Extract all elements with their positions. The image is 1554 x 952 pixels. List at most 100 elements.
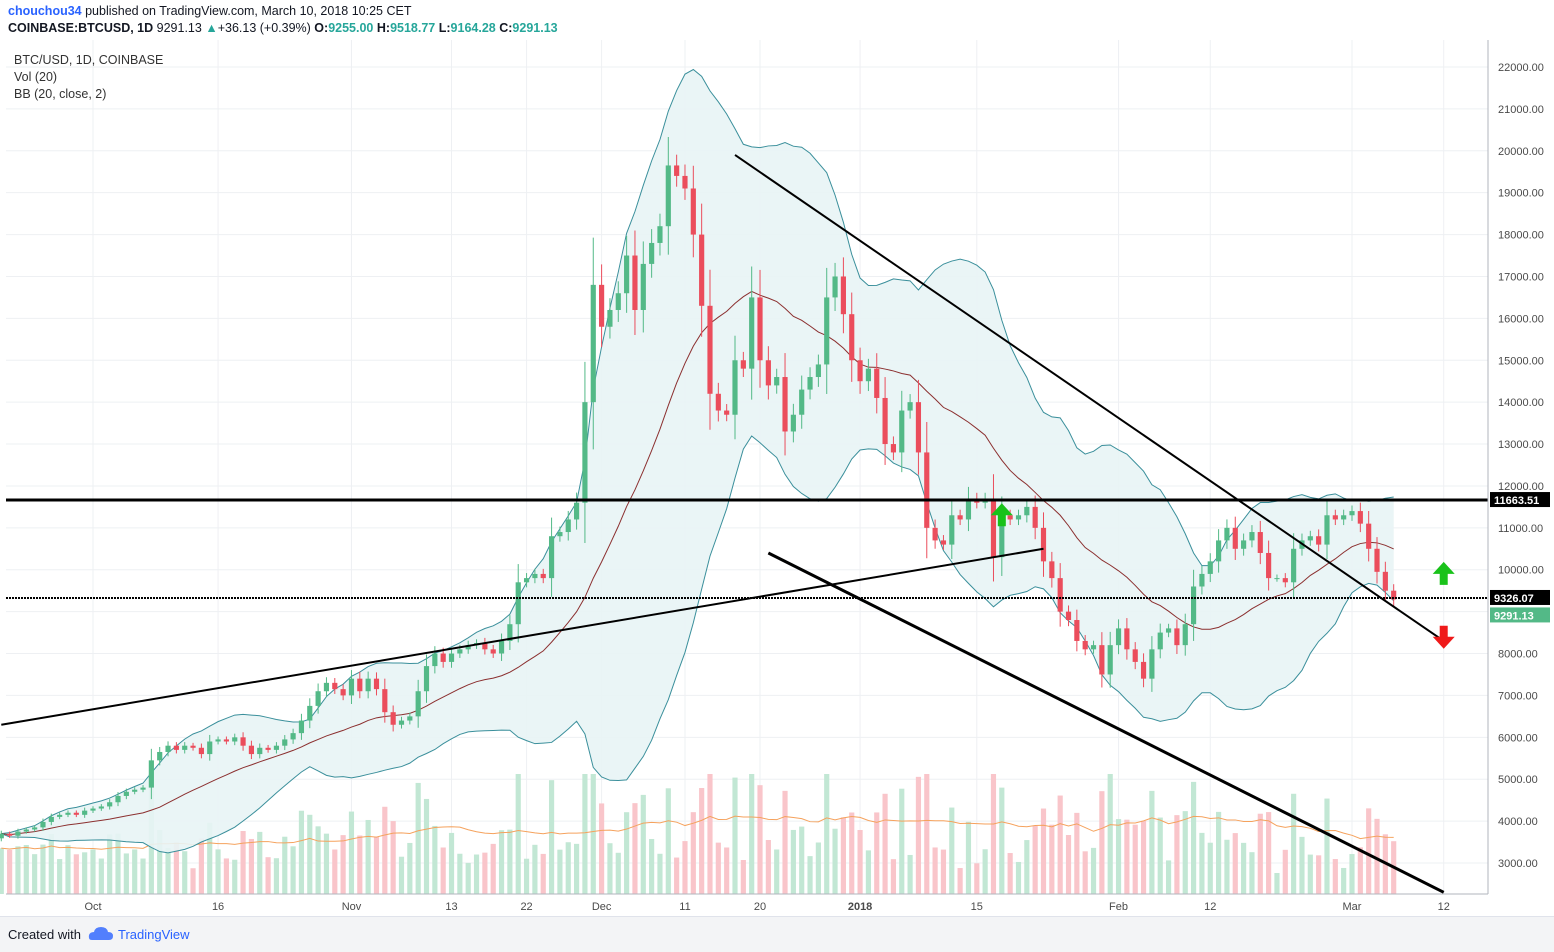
volume-bar (1057, 795, 1063, 894)
candle-body (282, 739, 288, 746)
arrow-down-right-icon (1432, 625, 1455, 649)
candle-body (182, 745, 188, 750)
volume-bar (1324, 798, 1330, 894)
candle-body (699, 234, 705, 306)
volume-bar (140, 858, 146, 894)
volume-bar (73, 854, 79, 894)
volume-bar (1291, 793, 1297, 894)
volume-bar (1257, 813, 1263, 894)
publish-line: chouchou34 published on TradingView.com,… (8, 4, 411, 18)
volume-bar (690, 812, 696, 894)
volume-bar (465, 862, 471, 894)
candle-body (815, 364, 821, 378)
candle-body (1165, 628, 1172, 633)
candle-body (674, 165, 680, 176)
volume-bar (1282, 849, 1288, 894)
time-tick-9: 15 (971, 901, 983, 913)
volume-bar (307, 814, 313, 894)
volume-bar (1241, 842, 1247, 894)
price-tick-19: 3000.00 (1498, 858, 1538, 870)
candle-body (248, 745, 255, 755)
candle-body (148, 760, 154, 788)
candle-body (548, 536, 555, 579)
up-arrow-shape (990, 503, 1013, 527)
candle-body (357, 678, 363, 692)
footer: Created with TradingView (0, 916, 1554, 952)
candle-body (215, 739, 221, 742)
label-last-price: 9291.13 (1494, 610, 1534, 622)
candle-body (1065, 611, 1072, 621)
candle-body (265, 747, 271, 750)
volume-bar (1224, 839, 1230, 894)
volume-bar (165, 848, 171, 894)
candle-body (932, 527, 938, 541)
volume-bars (0, 774, 1397, 894)
volume-bar (1374, 818, 1380, 894)
candle-body (724, 410, 730, 415)
volume-bar (1015, 861, 1022, 894)
arrow-up-right-icon (1432, 561, 1455, 585)
volume-bar (23, 845, 29, 894)
volume-bar (215, 849, 221, 894)
label-resistance-bg (1490, 492, 1550, 508)
volume-bar (590, 774, 596, 894)
candle-body (457, 649, 463, 654)
volume-bar (657, 853, 663, 894)
time-tick-0: Oct (84, 901, 101, 913)
candle-body (332, 682, 338, 690)
volume-bar (782, 790, 788, 894)
symbol-label: COINBASE:BTCUSD, 1D (8, 21, 154, 35)
volume-bar (1216, 811, 1222, 894)
ascending-support (1, 547, 1044, 726)
volume-bar (1157, 817, 1163, 894)
volume-bar (473, 854, 480, 894)
volume-bar (1266, 812, 1272, 894)
author-link[interactable]: chouchou34 (8, 4, 82, 18)
candle-body (40, 821, 46, 828)
tradingview-cloud-icon[interactable] (88, 925, 114, 943)
candle-body (515, 582, 521, 625)
volume-bar (807, 856, 813, 894)
tradingview-link[interactable]: TradingView (118, 927, 190, 942)
descending-resistance (734, 154, 1445, 642)
volume-bar (732, 777, 738, 894)
volume-bar (1124, 819, 1130, 894)
volume-bar (173, 842, 179, 894)
candle-body (1174, 628, 1180, 646)
volume-bar (765, 840, 771, 894)
price-tick-2: 20000.00 (1498, 146, 1544, 158)
volume-bar (323, 833, 330, 894)
candle-body (1282, 578, 1288, 583)
legend-bb: BB (20, close, 2) (14, 87, 106, 101)
volume-bar (1349, 854, 1355, 894)
volume-bar (423, 798, 430, 894)
price-tick-16: 6000.00 (1498, 732, 1538, 744)
price-chart[interactable]: 22000.00 21000.00 20000.00 19000.00 18000.00… (0, 40, 1554, 916)
candle-body (1307, 536, 1313, 541)
volume-bar (248, 838, 255, 894)
candle-body (190, 745, 196, 748)
volume-bar (857, 830, 863, 894)
candle-body (140, 787, 146, 790)
volume-bar (57, 859, 63, 894)
volume-bar (1115, 819, 1122, 894)
candle-body (1049, 561, 1055, 579)
up-arrow-shape (1432, 561, 1455, 585)
candle-body (649, 242, 655, 264)
price-tick-0: 22000.00 (1498, 62, 1544, 74)
indicator-legend: BTC/USD, 1D, COINBASE Vol (20) BB (20, c… (14, 53, 163, 101)
candle-body (482, 643, 488, 650)
candle-body (540, 573, 546, 579)
volume-bar (1032, 825, 1038, 894)
price-tick-14: 8000.00 (1498, 649, 1538, 661)
volume-bar (282, 836, 288, 894)
candle-body (1124, 628, 1130, 650)
candle-body (1157, 632, 1163, 650)
volume-bar (640, 794, 646, 894)
volume-bar (1207, 842, 1213, 894)
label-support-bg (1490, 589, 1550, 605)
candle-body (465, 645, 471, 650)
volume-bar (457, 853, 463, 894)
volume-bar (890, 859, 897, 894)
volume-bar (940, 849, 947, 894)
